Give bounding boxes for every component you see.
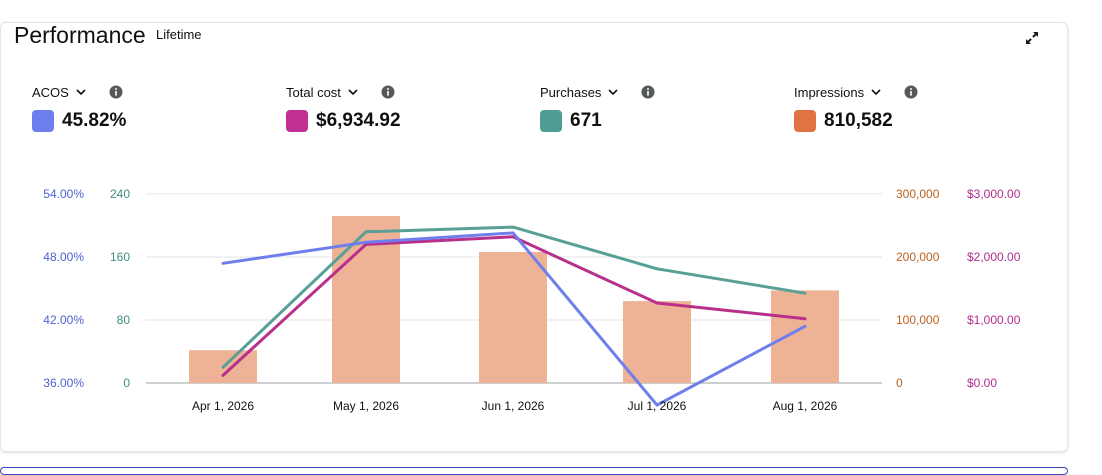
metric-purchases: Purchases 671 [540,84,655,132]
impressions-axis-tick-label: 0 [896,376,903,390]
metric-label: Total cost [286,84,341,100]
info-icon[interactable] [109,85,123,99]
acos-axis-tick-label: 48.00% [43,250,84,264]
acos-axis-tick-label: 36.00% [43,376,84,390]
info-icon[interactable] [904,85,918,99]
x-axis-tick-label: Jun 1, 2026 [482,399,545,413]
acos-line [221,231,807,407]
cost-axis-tick-label: $0.00 [967,376,997,390]
x-axis-tick-label: May 1, 2026 [333,399,399,413]
cost-axis-tick-label: $1,000.00 [967,313,1021,327]
chevron-down-icon [348,89,358,96]
color-swatch [794,110,816,132]
impressions-bar [623,301,691,383]
chevron-down-icon [871,89,881,96]
impressions-bar [479,251,547,383]
purchases-axis-tick-label: 240 [110,187,130,201]
x-axis-tick-label: Apr 1, 2026 [192,399,254,413]
chevron-down-icon [76,89,86,96]
metric-selector-impressions[interactable]: Impressions [794,84,918,100]
info-icon[interactable] [641,85,655,99]
x-axis-tick-label: Aug 1, 2026 [773,399,838,413]
expand-icon[interactable] [1024,30,1040,46]
info-icon[interactable] [381,85,395,99]
x-axis-tick-label: Jul 1, 2026 [628,399,687,413]
color-swatch [32,110,54,132]
metric-value: 671 [570,110,602,131]
color-swatch [286,110,308,132]
metric-impressions: Impressions 810,582 [794,84,918,132]
impressions-axis-tick-label: 100,000 [896,313,940,327]
page-title: Performance [14,22,146,48]
purchases-axis-tick-label: 0 [123,376,130,390]
impressions-axis-tick-label: 300,000 [896,187,940,201]
metric-acos: ACOS 45.82% [32,84,126,132]
chevron-down-icon [608,89,618,96]
purchases-axis-tick-label: 80 [117,313,131,327]
cost-axis-tick-label: $3,000.00 [967,187,1021,201]
next-card-edge [0,467,1068,475]
metric-value: 810,582 [824,110,893,131]
time-range-label: Lifetime [156,27,202,42]
purchases-line [221,225,807,369]
metric-selector-purchases[interactable]: Purchases [540,84,655,100]
color-swatch [540,110,562,132]
purchases-axis-tick-label: 160 [110,250,130,264]
metric-value: 45.82% [62,110,127,131]
acos-axis-tick-label: 54.00% [43,187,84,201]
metric-label: Impressions [794,84,865,100]
acos-axis-tick-label: 42.00% [43,313,84,327]
impressions-bar [771,290,839,383]
impressions-axis-tick-label: 200,000 [896,250,940,264]
metric-selector-total-cost[interactable]: Total cost [286,84,401,100]
metric-value: $6,934.92 [316,110,401,131]
metric-selector-acos[interactable]: ACOS [32,84,126,100]
total-cost-line [221,235,807,377]
metric-label: ACOS [32,84,69,100]
metric-total-cost: Total cost $6,934.92 [286,84,401,132]
cost-axis-tick-label: $2,000.00 [967,250,1021,264]
metric-label: Purchases [540,84,602,100]
